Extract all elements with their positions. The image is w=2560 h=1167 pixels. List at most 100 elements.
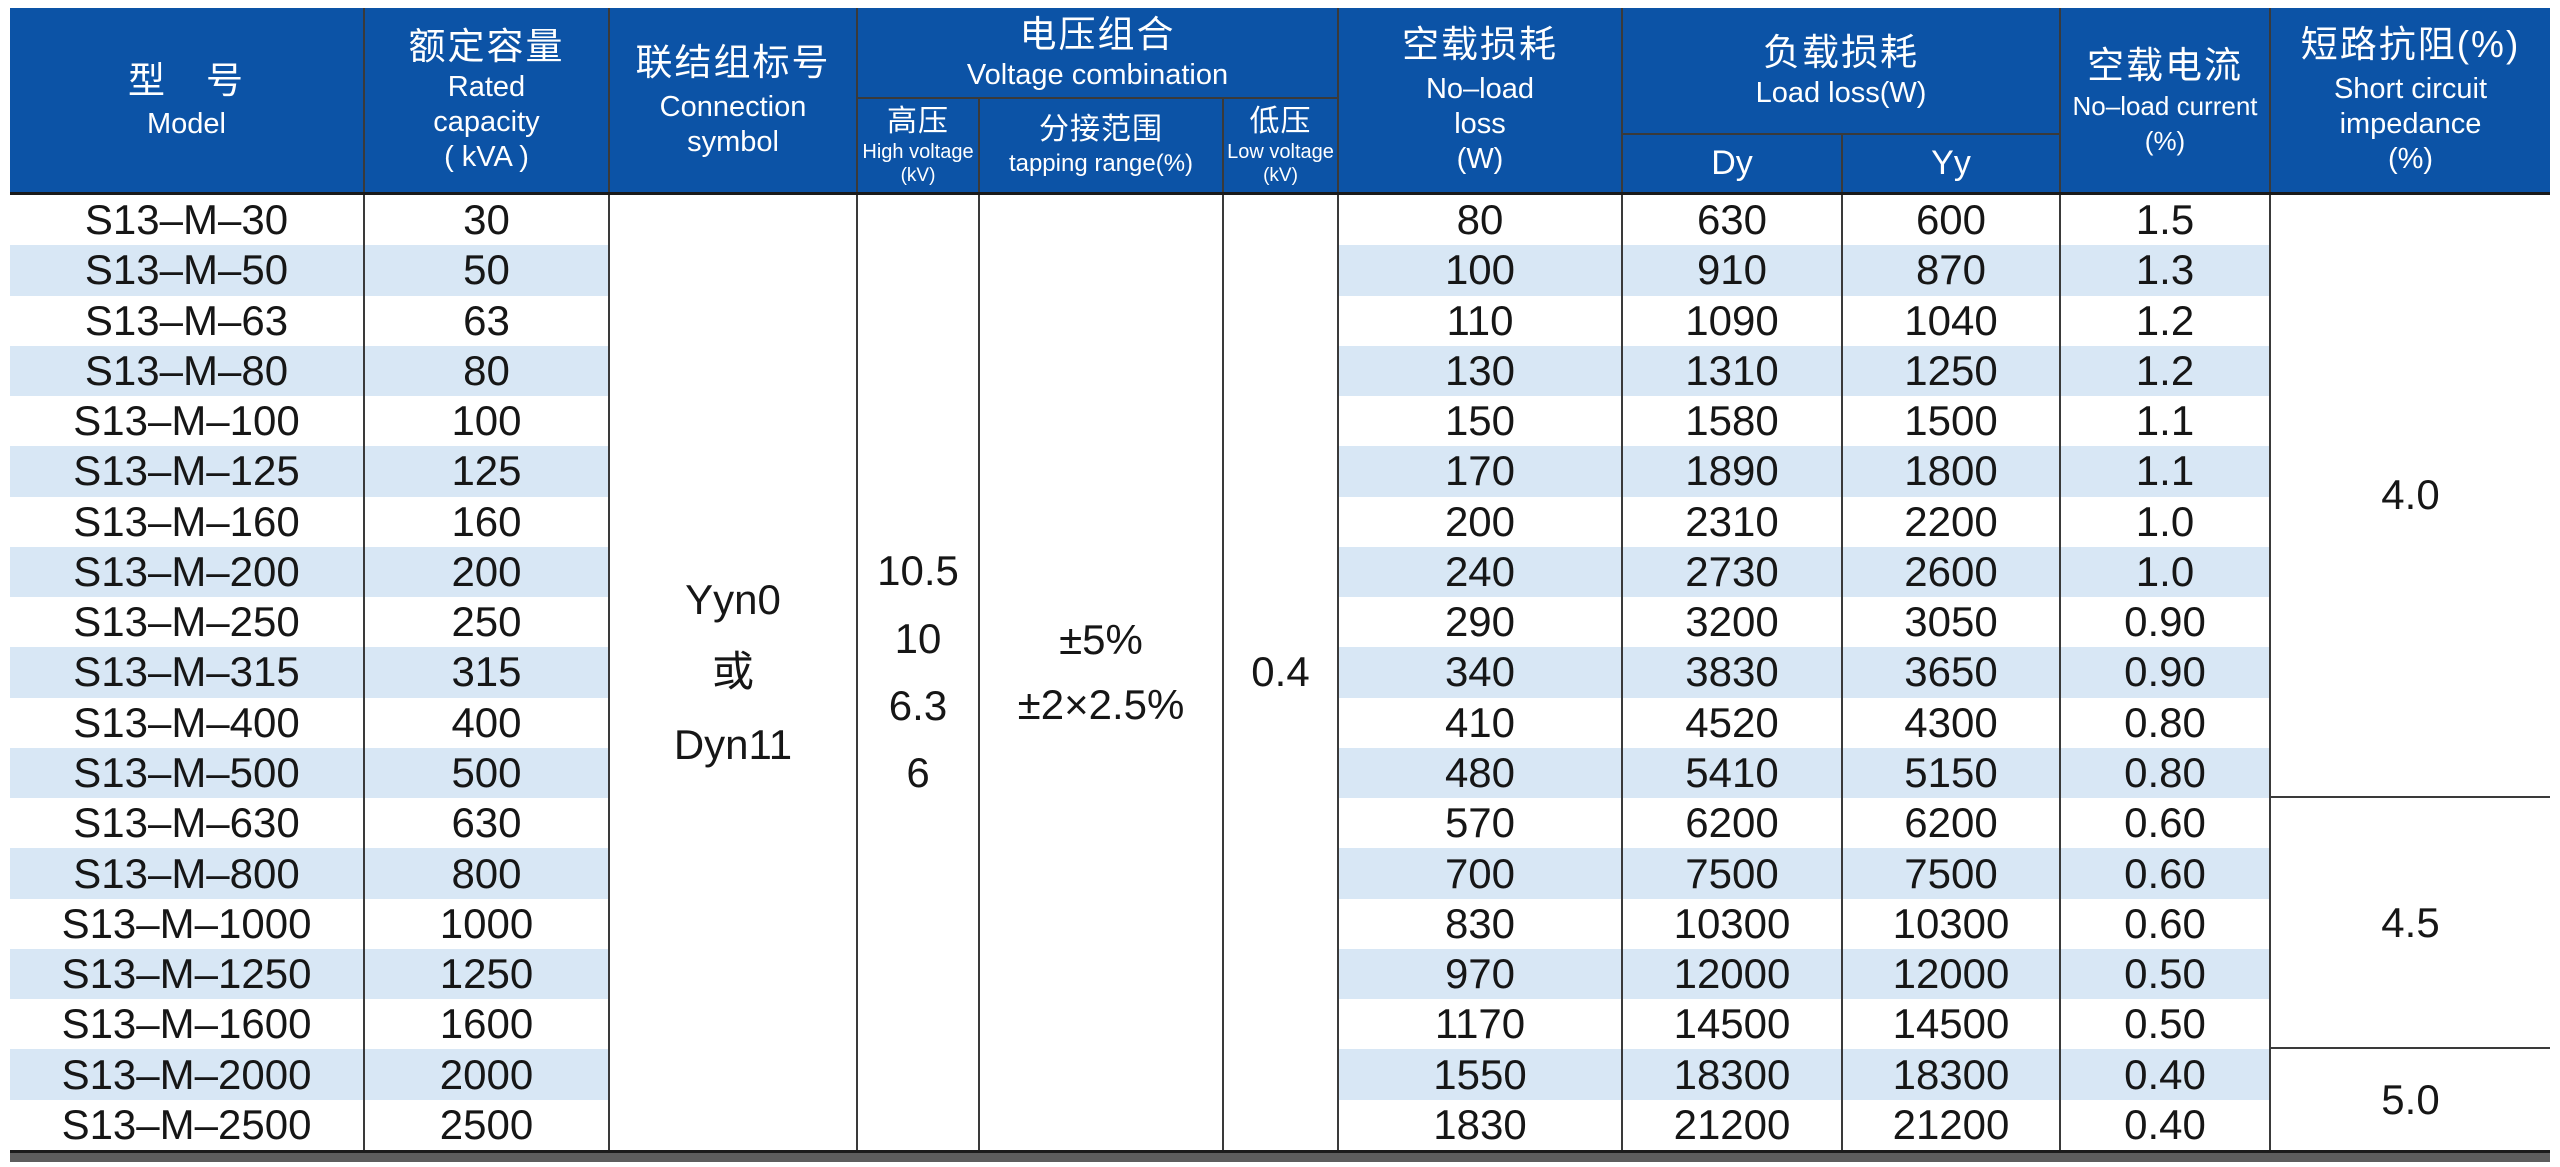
no-load-current-cell: 1.0 bbox=[2061, 546, 2271, 598]
capacity-cell: 100 bbox=[365, 396, 610, 447]
yy-loss-cell: 1250 bbox=[1843, 345, 2061, 397]
connection-symbol-cell-line: Yyn0 bbox=[685, 575, 781, 623]
dy-loss-cell: 12000 bbox=[1623, 948, 1843, 1000]
model-cell: S13–M–500 bbox=[10, 747, 365, 799]
header-no-load-loss-en1: No–load bbox=[1425, 73, 1535, 105]
yy-loss-cell: 1040 bbox=[1843, 295, 2061, 346]
header-low-voltage-zh: 低压 bbox=[1249, 104, 1312, 138]
model-cell: S13–M–800 bbox=[10, 848, 365, 899]
no-load-current-cell: 0.90 bbox=[2061, 647, 2271, 698]
header-dy-column: Dy bbox=[1623, 135, 1843, 192]
voltage-combination-subheader: 高压 High voltage (kV) 分接范围 tapping range(… bbox=[858, 97, 1337, 192]
no-load-current-cell: 0.50 bbox=[2061, 948, 2271, 1000]
no-load-loss-cell: 1830 bbox=[1339, 1099, 1623, 1150]
model-cell: S13–M–2500 bbox=[10, 1099, 365, 1150]
no-load-loss-cell: 200 bbox=[1339, 496, 1623, 547]
model-cell: S13–M–160 bbox=[10, 496, 365, 547]
no-load-current-cell: 1.3 bbox=[2061, 245, 2271, 296]
model-cell: S13–M–250 bbox=[10, 597, 365, 648]
capacity-cell: 400 bbox=[365, 697, 610, 748]
header-connection-en2: symbol bbox=[687, 125, 779, 158]
no-load-loss-cell: 830 bbox=[1339, 898, 1623, 949]
model-cell: S13–M–630 bbox=[10, 798, 365, 849]
no-load-loss-cell: 170 bbox=[1339, 446, 1623, 497]
capacity-cell: 125 bbox=[365, 446, 610, 497]
no-load-loss-cell: 340 bbox=[1339, 647, 1623, 698]
yy-loss-cell: 870 bbox=[1843, 245, 2061, 296]
high-voltage-cell: 10.5 10 6.3 6 bbox=[858, 195, 980, 1150]
high-voltage-cell-line: 6.3 bbox=[888, 681, 948, 729]
dy-loss-cell: 4520 bbox=[1623, 697, 1843, 748]
model-cell: S13–M–50 bbox=[10, 245, 365, 296]
model-cell: S13–M–315 bbox=[10, 647, 365, 698]
header-connection-en1: Connection bbox=[659, 90, 807, 123]
yy-loss-cell: 18300 bbox=[1843, 1049, 2061, 1100]
dy-loss-cell: 7500 bbox=[1623, 848, 1843, 899]
capacity-cell: 1250 bbox=[365, 948, 610, 1000]
no-load-current-cell: 0.60 bbox=[2061, 848, 2271, 899]
no-load-loss-cell: 100 bbox=[1339, 245, 1623, 296]
dy-loss-cell: 1090 bbox=[1623, 295, 1843, 346]
no-load-current-cell: 1.2 bbox=[2061, 345, 2271, 397]
high-voltage-cell-line: 6 bbox=[906, 749, 930, 797]
yy-loss-cell: 2200 bbox=[1843, 496, 2061, 547]
dy-loss-cell: 14500 bbox=[1623, 999, 1843, 1050]
header-no-load-loss-en3: (W) bbox=[1456, 143, 1504, 176]
no-load-loss-cell: 1170 bbox=[1339, 999, 1623, 1050]
header-voltage-combination-zh: 电压组合 bbox=[1019, 14, 1176, 56]
dy-loss-cell: 2730 bbox=[1623, 546, 1843, 598]
impedance-cell: 4.0 bbox=[2271, 195, 2550, 799]
tapping-range-cell: ±5% ±2×2.5% bbox=[980, 195, 1224, 1150]
header-voltage-combination-en: Voltage combination bbox=[966, 58, 1229, 91]
yy-loss-cell: 1500 bbox=[1843, 396, 2061, 447]
impedance-cell-line: 5.0 bbox=[2381, 1075, 2440, 1123]
header-dy-label: Dy bbox=[1711, 144, 1753, 183]
header-no-load-current-unit: (%) bbox=[2144, 125, 2186, 156]
no-load-loss-cell: 700 bbox=[1339, 848, 1623, 899]
capacity-cell: 200 bbox=[365, 546, 610, 598]
model-cell: S13–M–80 bbox=[10, 345, 365, 397]
impedance-cell-line: 4.0 bbox=[2381, 471, 2440, 519]
no-load-loss-cell: 150 bbox=[1339, 396, 1623, 447]
header-short-circuit-impedance: 短路抗阻(%) Short circuit impedance (%) bbox=[2271, 8, 2550, 192]
yy-loss-cell: 5150 bbox=[1843, 747, 2061, 799]
no-load-loss-cell: 970 bbox=[1339, 948, 1623, 1000]
yy-loss-cell: 4300 bbox=[1843, 697, 2061, 748]
header-load-loss-zh: 负载损耗 bbox=[1763, 32, 1919, 74]
yy-loss-cell: 12000 bbox=[1843, 948, 2061, 1000]
header-impedance-en2: impedance bbox=[2339, 108, 2482, 141]
no-load-current-cell: 0.60 bbox=[2061, 798, 2271, 849]
no-load-loss-cell: 480 bbox=[1339, 747, 1623, 799]
header-rated-zh: 额定容量 bbox=[408, 26, 565, 68]
no-load-current-cell: 0.50 bbox=[2061, 999, 2271, 1050]
header-model-zh: 型 号 bbox=[128, 59, 245, 101]
header-high-voltage-en: High voltage bbox=[862, 141, 974, 164]
dy-loss-cell: 3200 bbox=[1623, 597, 1843, 648]
table-bottom-border bbox=[10, 1153, 2550, 1162]
high-voltage-cell-line: 10 bbox=[894, 614, 942, 662]
no-load-current-cell: 1.0 bbox=[2061, 496, 2271, 547]
dy-loss-cell: 10300 bbox=[1623, 898, 1843, 949]
no-load-current-cell: 1.1 bbox=[2061, 396, 2271, 447]
yy-loss-cell: 1800 bbox=[1843, 446, 2061, 497]
impedance-cell: 4.5 bbox=[2271, 798, 2550, 1050]
no-load-loss-cell: 240 bbox=[1339, 546, 1623, 598]
impedance-cell-line: 4.5 bbox=[2381, 898, 2440, 946]
header-rated-en1: Rated bbox=[447, 71, 526, 103]
no-load-current-cell: 0.90 bbox=[2061, 597, 2271, 648]
connection-symbol-cell-line: Dyn11 bbox=[673, 720, 793, 768]
yy-loss-cell: 3050 bbox=[1843, 597, 2061, 648]
header-model: 型 号 Model bbox=[10, 8, 365, 192]
tapping-range-cell-line: ±2×2.5% bbox=[1017, 680, 1185, 728]
yy-loss-cell: 21200 bbox=[1843, 1099, 2061, 1150]
dy-loss-cell: 1890 bbox=[1623, 446, 1843, 497]
model-cell: S13–M–30 bbox=[10, 195, 365, 246]
dy-loss-cell: 630 bbox=[1623, 195, 1843, 246]
header-no-load-current-en: No–load current bbox=[2072, 91, 2258, 122]
table-header: 型 号 Model 额定容量 Rated capacity ( kVA ) 联结… bbox=[10, 8, 2550, 195]
dy-loss-cell: 5410 bbox=[1623, 747, 1843, 799]
no-load-loss-cell: 80 bbox=[1339, 195, 1623, 246]
no-load-current-cell: 0.80 bbox=[2061, 747, 2271, 799]
no-load-current-cell: 1.2 bbox=[2061, 295, 2271, 346]
